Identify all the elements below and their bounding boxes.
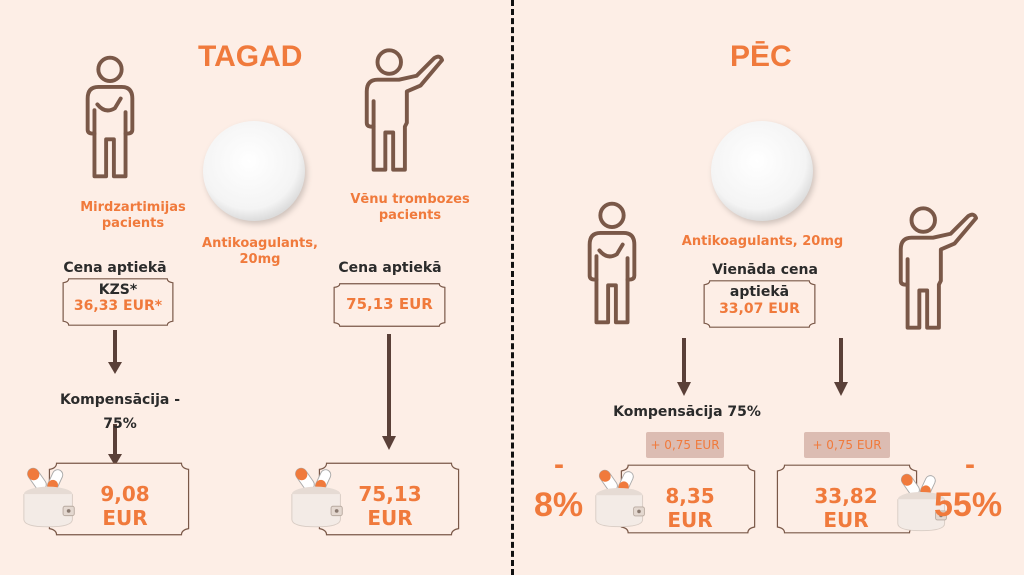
right-title: PĒC [730,40,792,73]
section-divider [511,0,514,575]
patient-a-label: Mirdzartimijas pacients [80,200,186,231]
a-price-value: 36,33 EUR* [73,298,163,314]
right-a-wallet-icon [595,467,645,528]
right-person-wave-icon [890,204,978,332]
right-comp-label: Kompensācija 75% [613,404,761,420]
b-arrow-icon [382,334,396,450]
right-a-arrow-icon [677,338,691,396]
person-chest-icon [76,52,144,182]
right-b-result-unit: EUR [823,508,869,532]
a-result-unit: EUR [102,506,148,530]
a-comp-label: Kompensācija - 75% [59,392,181,432]
a-result-num: 9,08 [100,482,150,506]
pct-b-sign: - [965,448,975,481]
left-title: TAGAD [198,40,303,73]
same-price-label: Vienāda cena [712,262,818,278]
a-price-label: Cena aptiekā [63,260,167,276]
a-arrow-icon [108,330,122,466]
patient-b-label: Vēnu trombozes pacients [350,192,470,223]
b-wallet-icon [291,465,343,528]
a-wallet-icon [23,465,75,528]
b-result-unit: EUR [367,506,413,530]
pct-a-sign: - [554,448,564,481]
left-drug-label: Antikoagulants, 20mg [202,236,318,267]
right-b-arrow-icon [834,338,848,396]
pct-b-value: 55% [934,486,1003,524]
right-drug-label: Antikoagulants, 20mg [681,234,844,249]
right-a-result-unit: EUR [667,508,713,532]
a-price-kzs: KZS* [98,282,138,298]
right-b-result-num: 33,82 [814,484,878,508]
same-price-value: 33,07 EUR [719,301,800,317]
plus-b-badge: + 0,75 EUR [804,432,890,458]
b-price-label: Cena aptiekā [338,260,442,276]
right-a-result-num: 8,35 [665,484,715,508]
same-price-label-2: aptiekā [729,284,790,300]
pct-a-value: 8% [534,486,584,524]
b-result-num: 75,13 [358,482,422,506]
person-wave-icon [356,44,444,176]
right-person-chest-icon [578,198,646,328]
b-price-value: 75,13 EUR [346,295,433,313]
right-pill-icon [710,120,814,222]
plus-a-badge: + 0,75 EUR [646,432,724,458]
pill-icon [202,120,306,222]
